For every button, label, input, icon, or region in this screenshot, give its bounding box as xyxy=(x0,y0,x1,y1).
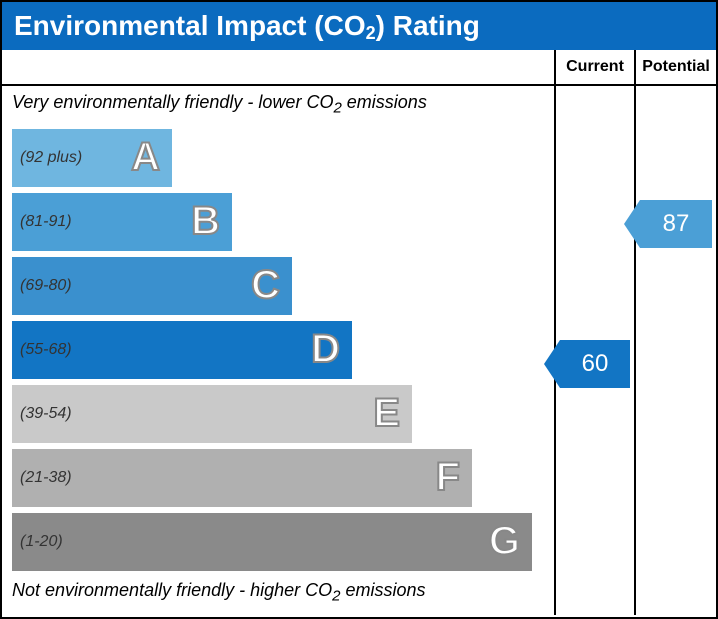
potential-header: Potential xyxy=(636,50,716,86)
band-e: (39-54) E xyxy=(12,385,412,443)
band-letter-f: F xyxy=(436,455,460,500)
bands-container: (92 plus) A (81-91) B (69-80) C (55-68) D (39-54… xyxy=(2,129,554,617)
band-range-c: (69-80) xyxy=(20,277,72,295)
band-letter-a: A xyxy=(131,135,160,180)
band-range-d: (55-68) xyxy=(20,341,72,359)
band-range-g: (1-20) xyxy=(20,533,63,551)
epc-rating-chart: Environmental Impact (CO2) Rating Very e… xyxy=(0,0,718,619)
potential-column: Potential 87 xyxy=(636,50,716,615)
band-letter-c: C xyxy=(251,263,280,308)
current-header: Current xyxy=(556,50,634,86)
band-letter-e: E xyxy=(373,391,400,436)
band-letter-d: D xyxy=(311,327,340,372)
bands-column: Very environmentally friendly - lower CO… xyxy=(2,50,556,615)
chart-grid: Very environmentally friendly - lower CO… xyxy=(2,50,716,615)
note-bottom: Not environmentally friendly - higher CO… xyxy=(2,574,436,611)
current-arrow: 60 xyxy=(560,340,630,388)
band-range-e: (39-54) xyxy=(20,405,72,423)
band-c: (69-80) C xyxy=(12,257,292,315)
band-letter-g: G xyxy=(489,519,520,564)
band-d: (55-68) D xyxy=(12,321,352,379)
band-a: (92 plus) A xyxy=(12,129,172,187)
band-b: (81-91) B xyxy=(12,193,232,251)
bands-column-header xyxy=(2,50,554,86)
current-arrow-value: 60 xyxy=(582,350,609,378)
band-range-f: (21-38) xyxy=(20,469,72,487)
band-range-b: (81-91) xyxy=(20,213,72,231)
note-top: Very environmentally friendly - lower CO… xyxy=(2,86,554,123)
potential-arrow: 87 xyxy=(640,200,712,248)
band-range-a: (92 plus) xyxy=(20,149,82,167)
band-f: (21-38) F xyxy=(12,449,472,507)
current-column: Current 60 xyxy=(556,50,636,615)
potential-arrow-value: 87 xyxy=(663,210,690,238)
band-g: (1-20) G xyxy=(12,513,532,571)
band-letter-b: B xyxy=(191,199,220,244)
chart-title: Environmental Impact (CO2) Rating xyxy=(2,2,716,50)
